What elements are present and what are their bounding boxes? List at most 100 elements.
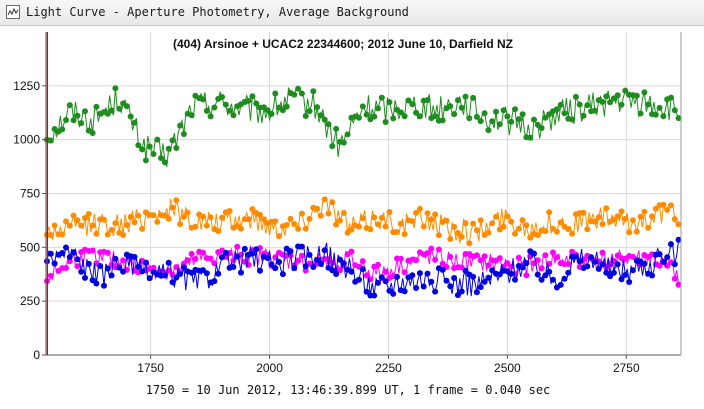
x-tick-label: 2000 (256, 361, 283, 375)
data-point (302, 225, 309, 232)
data-point (447, 283, 454, 290)
data-point (337, 217, 343, 224)
window-title: Light Curve - Aperture Photometry, Avera… (26, 5, 409, 19)
data-point (626, 229, 633, 236)
data-point (401, 288, 408, 295)
data-point (356, 276, 362, 283)
data-point (131, 119, 138, 126)
light-curve-chart: 1750 2000 2250 2500 2750 0 250 500 750 1000 1250 (… (13, 32, 682, 397)
data-point (603, 205, 610, 212)
data-point (413, 285, 420, 291)
data-point (599, 249, 606, 256)
data-point (234, 253, 241, 260)
series-0 (44, 85, 682, 168)
data-point (317, 112, 324, 119)
data-point (504, 113, 511, 120)
data-point (169, 137, 176, 144)
data-point (591, 218, 598, 225)
data-point (489, 118, 496, 125)
data-point (47, 250, 54, 257)
data-point (409, 218, 416, 225)
data-point (104, 265, 111, 272)
data-point (641, 89, 648, 96)
data-point (63, 218, 69, 225)
data-point (633, 92, 640, 99)
data-point (432, 256, 439, 263)
data-point (534, 232, 541, 239)
data-point (112, 255, 119, 262)
data-point (595, 214, 602, 221)
data-point (439, 117, 446, 124)
data-point (607, 99, 614, 106)
data-point (70, 212, 77, 219)
data-point (557, 101, 564, 108)
data-point (192, 223, 199, 230)
data-point (112, 85, 119, 92)
data-point (671, 107, 678, 114)
data-point (641, 260, 648, 267)
data-point (192, 256, 199, 262)
data-point (222, 101, 229, 108)
data-point (359, 215, 366, 222)
y-tick-label: 250 (20, 294, 40, 308)
data-point (652, 111, 659, 118)
data-point (142, 157, 149, 164)
data-point (150, 212, 157, 219)
data-point (664, 254, 671, 261)
y-tick-label: 1000 (13, 133, 40, 147)
data-point (580, 209, 587, 216)
data-point (279, 271, 286, 278)
data-point (470, 94, 477, 101)
data-point (70, 117, 77, 124)
data-point (470, 220, 477, 227)
data-point (348, 268, 355, 275)
data-point (664, 206, 671, 213)
data-point (47, 272, 54, 279)
data-point (116, 264, 123, 271)
data-point (89, 222, 96, 229)
data-point (70, 249, 77, 256)
data-point (622, 87, 629, 94)
data-point (112, 220, 119, 227)
data-point (173, 145, 180, 151)
data-point (66, 102, 73, 109)
data-point (89, 247, 96, 254)
data-point (432, 288, 439, 295)
data-point (253, 100, 260, 107)
data-point (298, 252, 305, 259)
data-point (291, 221, 298, 227)
data-point (603, 93, 610, 100)
data-point (101, 282, 107, 289)
data-point (276, 259, 283, 265)
data-point (78, 268, 85, 275)
data-point (177, 221, 184, 228)
data-point (557, 219, 564, 226)
data-point (538, 265, 545, 272)
data-point (359, 258, 366, 265)
data-point (637, 213, 644, 220)
data-point (104, 231, 111, 238)
data-point (652, 205, 659, 212)
data-point (550, 249, 556, 256)
data-point (200, 96, 206, 103)
data-point (180, 213, 187, 220)
data-point (123, 222, 130, 228)
data-point (59, 231, 66, 238)
data-point (531, 250, 537, 257)
data-point (668, 94, 674, 101)
data-point (489, 220, 496, 227)
data-point (101, 216, 107, 223)
data-point (515, 254, 522, 261)
data-point (66, 254, 73, 260)
data-point (394, 229, 400, 235)
data-point (477, 217, 484, 224)
data-point (51, 222, 58, 229)
data-point (333, 125, 340, 132)
data-point (626, 279, 633, 285)
data-point (599, 99, 606, 105)
data-point (333, 221, 340, 228)
data-point (337, 267, 343, 274)
data-point (565, 269, 572, 276)
data-point (645, 101, 652, 108)
data-point (215, 228, 222, 235)
